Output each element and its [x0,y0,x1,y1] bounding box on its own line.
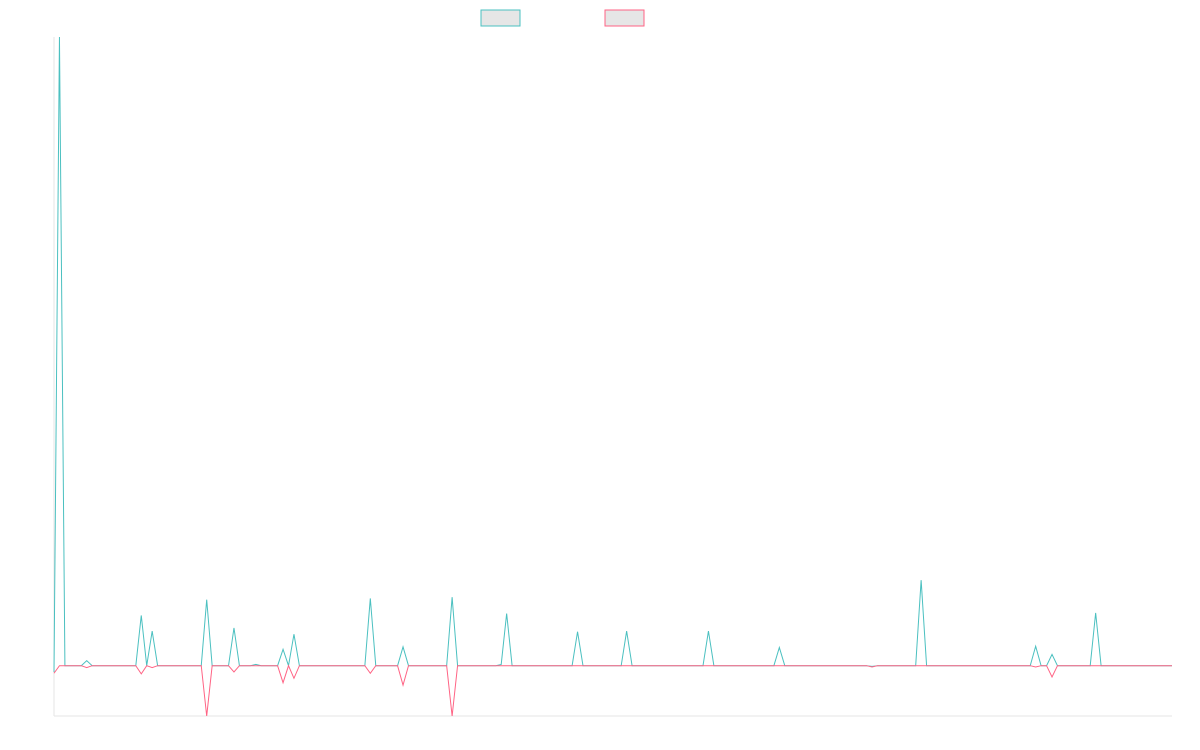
series-line-2 [53,664,1172,717]
series-line-1 [53,36,1172,672]
chart-axes [53,37,1172,717]
legend-swatch-1[interactable] [480,9,521,27]
series-2 [53,664,1172,717]
legend-swatch-2[interactable] [604,9,645,27]
series-1 [53,36,1172,672]
chart-legend [480,9,645,27]
plot-area [53,36,1172,717]
